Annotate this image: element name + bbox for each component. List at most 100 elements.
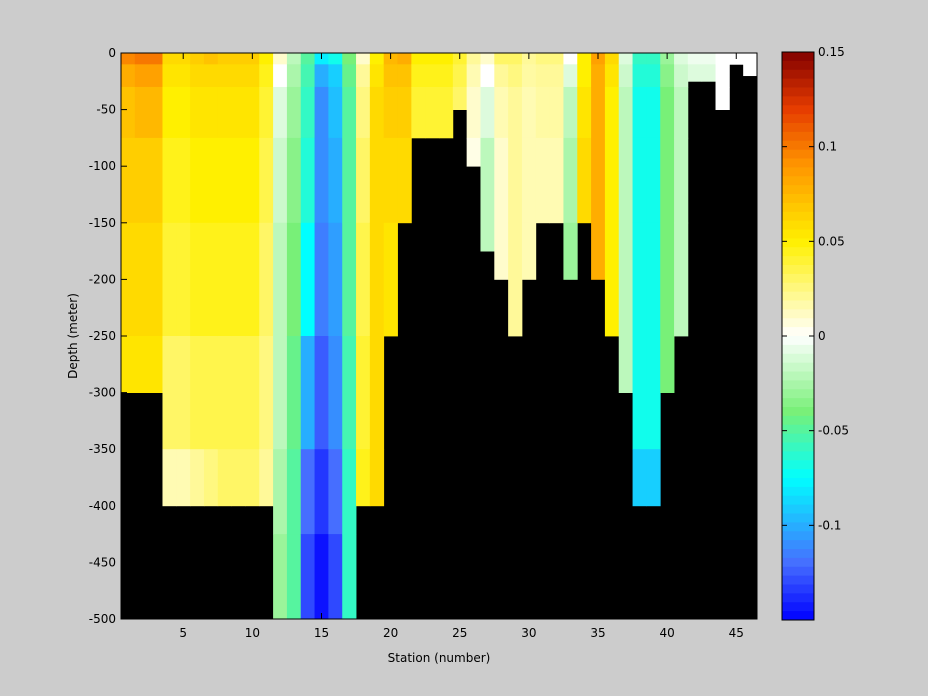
heatmap-cell [369, 86, 385, 139]
heatmap-cell [300, 534, 315, 620]
colorbar-ticks: 0.15 0.1 0.05 0 -0.05 -0.1 [782, 45, 849, 532]
heatmap-cell [577, 86, 592, 139]
heatmap-cell [674, 64, 689, 88]
heatmap-cell [356, 222, 371, 337]
colorbar-segment [782, 531, 814, 541]
heatmap-cell [245, 137, 260, 224]
heatmap-cell [480, 53, 495, 65]
heatmap-cell [494, 222, 509, 280]
heatmap-cell [342, 53, 357, 65]
heatmap-cell [273, 86, 288, 139]
heatmap-cell [259, 449, 274, 507]
heatmap-cell [231, 64, 246, 88]
y-tick-label: -400 [89, 499, 116, 513]
heatmap-cell [273, 222, 288, 337]
heatmap-cell [604, 53, 620, 65]
colorbar-segment [782, 131, 814, 142]
heatmap-cell [273, 534, 288, 620]
colorbar-segment [782, 69, 814, 80]
colorbar [782, 52, 814, 621]
heatmap-cell [162, 449, 177, 507]
heatmap-cell [203, 86, 219, 139]
colorbar-segment [782, 557, 814, 568]
heatmap-cell [356, 64, 371, 88]
heatmap-cell [701, 53, 716, 65]
heatmap-cell [521, 86, 537, 139]
heatmap-cell [715, 64, 730, 88]
colorbar-segment [782, 584, 814, 594]
x-tick-label: 30 [521, 626, 536, 640]
colorbar-tick-label: 0.1 [818, 140, 837, 154]
heatmap-cell [203, 222, 219, 337]
heatmap-cell [660, 64, 675, 88]
heatmap-cell [535, 137, 551, 224]
heatmap-cell [148, 222, 163, 337]
heatmap-cell [190, 449, 205, 507]
heatmap-cell [715, 53, 730, 65]
heatmap-cell [328, 336, 343, 450]
heatmap-cell [466, 86, 481, 139]
heatmap-cell [549, 86, 564, 139]
heatmap-cell [397, 86, 412, 139]
heatmap-cell [286, 86, 302, 139]
colorbar-segment [782, 256, 814, 266]
y-tick-label: -200 [89, 272, 116, 286]
heatmap-cell [397, 64, 412, 88]
heatmap-cell [134, 222, 150, 337]
heatmap-cell [369, 336, 385, 450]
heatmap-cell [383, 222, 398, 337]
heatmap-cell [328, 534, 343, 620]
heatmap-cell [134, 86, 150, 139]
colorbar-segment [782, 611, 814, 621]
heatmap-cell [452, 86, 468, 110]
colorbar-segment [782, 433, 814, 444]
colorbar-tick-label: -0.05 [818, 424, 849, 438]
heatmap-cell [176, 336, 191, 450]
heatmap-cell [162, 64, 177, 88]
x-tick-label: 5 [179, 626, 187, 640]
heatmap-cell [563, 53, 578, 65]
colorbar-segment [782, 202, 814, 213]
heatmap-cell [231, 336, 246, 450]
colorbar-segment [782, 380, 814, 390]
colorbar-tick-label: 0.05 [818, 234, 845, 248]
heatmap-cell [356, 137, 371, 224]
colorbar-segment [782, 123, 814, 133]
heatmap-cell [604, 64, 620, 88]
heatmap-cell [425, 86, 440, 139]
heatmap-cell [508, 86, 523, 139]
heatmap-cell [618, 336, 633, 393]
heatmap-cell [563, 86, 578, 139]
colorbar-segment [782, 211, 814, 222]
heatmap-cell [300, 137, 315, 224]
heatmap-cell [369, 449, 385, 507]
heatmap-cell [342, 64, 357, 88]
heatmap-cell [674, 222, 689, 337]
heatmap-cell [508, 222, 523, 337]
colorbar-tick-label: 0 [818, 329, 826, 343]
colorbar-segment [782, 318, 814, 328]
heatmap-cell [134, 53, 150, 65]
heatmap-cell [314, 449, 329, 535]
colorbar-segment [782, 78, 814, 88]
heatmap-cell [480, 64, 495, 88]
heatmap-cell [314, 64, 329, 88]
heatmap-cell [245, 64, 260, 88]
colorbar-segment [782, 229, 814, 239]
heatmap-cell [646, 53, 661, 65]
colorbar-segment [782, 460, 814, 470]
colorbar-segment [782, 602, 814, 612]
heatmap-cell [563, 64, 578, 88]
heatmap-cell [591, 137, 606, 224]
heatmap-cell [300, 86, 315, 139]
y-tick-label: -300 [89, 386, 116, 400]
heatmap-cell [383, 64, 398, 88]
heatmap-cell [259, 53, 274, 65]
heatmap-cell [231, 449, 246, 507]
colorbar-segment [782, 504, 814, 515]
colorbar-segment [782, 336, 814, 346]
heatmap-cell [121, 64, 136, 88]
heatmap-cell [521, 64, 537, 88]
heatmap-cell [646, 449, 661, 507]
